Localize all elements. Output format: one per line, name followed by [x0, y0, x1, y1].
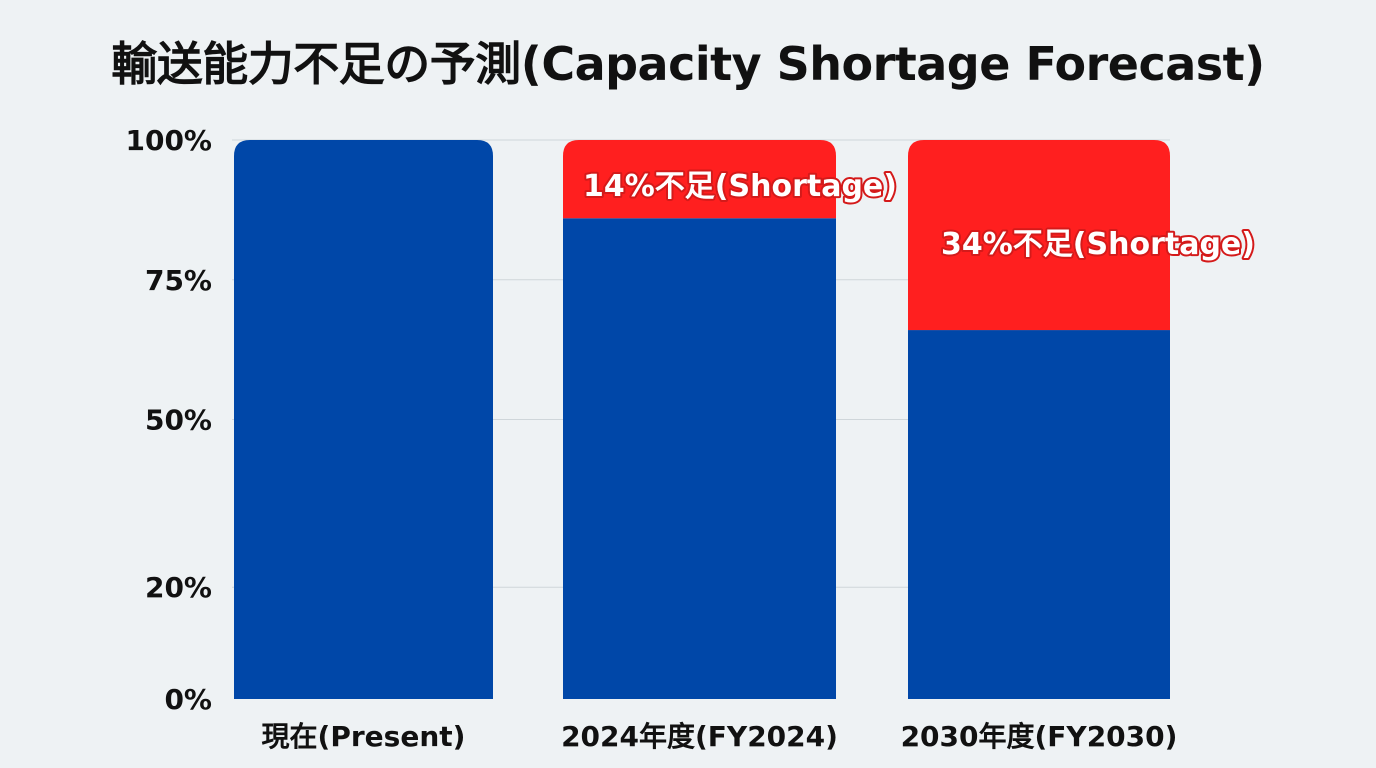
x-category-label: 現在(Present) [262, 720, 466, 753]
y-tick-label: 0% [164, 683, 212, 716]
y-tick-label: 20% [145, 571, 212, 604]
bar-shortage [908, 140, 1170, 331]
shortage-data-label: 34%不足(Shortage) [941, 227, 1255, 262]
x-category-label: 2030年度(FY2030) [901, 720, 1178, 753]
y-tick-label: 50% [145, 404, 212, 437]
bar-capacity [908, 330, 1170, 699]
bar-shortage [563, 140, 836, 219]
y-tick-label: 75% [145, 264, 212, 297]
y-tick-label: 100% [125, 124, 212, 157]
bar-capacity [563, 218, 836, 699]
x-category-label: 2024年度(FY2024) [561, 720, 838, 753]
bar-capacity [234, 140, 493, 699]
chart-title: 輸送能力不足の予測(Capacity Shortage Forecast) [111, 37, 1265, 91]
shortage-data-label: 14%不足(Shortage) [583, 169, 897, 204]
